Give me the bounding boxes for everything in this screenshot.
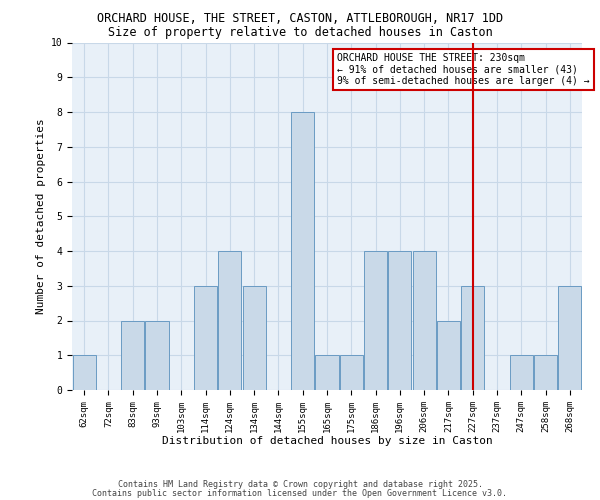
Text: Size of property relative to detached houses in Caston: Size of property relative to detached ho… [107,26,493,39]
Bar [413,251,436,390]
Text: ORCHARD HOUSE, THE STREET, CASTON, ATTLEBOROUGH, NR17 1DD: ORCHARD HOUSE, THE STREET, CASTON, ATTLE… [97,12,503,26]
Bar [388,251,412,390]
Bar [510,355,533,390]
Text: ORCHARD HOUSE THE STREET: 230sqm
← 91% of detached houses are smaller (43)
9% of: ORCHARD HOUSE THE STREET: 230sqm ← 91% o… [337,53,590,86]
Bar [291,112,314,390]
Text: Contains public sector information licensed under the Open Government Licence v3: Contains public sector information licen… [92,488,508,498]
Bar [121,320,144,390]
Bar [242,286,266,390]
Bar [364,251,387,390]
Text: Contains HM Land Registry data © Crown copyright and database right 2025.: Contains HM Land Registry data © Crown c… [118,480,482,489]
Bar [559,286,581,390]
Bar [437,320,460,390]
Bar [218,251,241,390]
Bar [534,355,557,390]
Bar [73,355,95,390]
Bar [461,286,484,390]
X-axis label: Distribution of detached houses by size in Caston: Distribution of detached houses by size … [161,436,493,446]
Y-axis label: Number of detached properties: Number of detached properties [37,118,46,314]
Bar [145,320,169,390]
Bar [316,355,338,390]
Bar [194,286,217,390]
Bar [340,355,363,390]
